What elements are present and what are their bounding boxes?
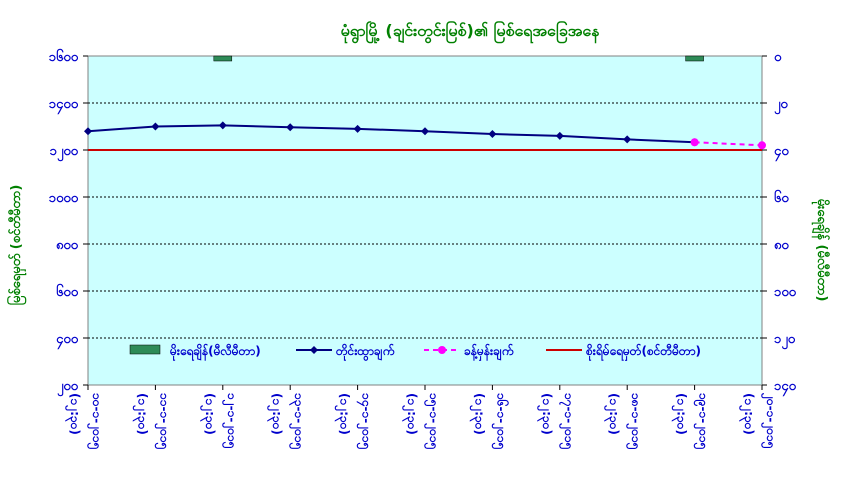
x-tick-label: ၁၃-၁-၂၀၁၅(၁၂:၃၀): [266, 393, 306, 450]
left-tick-label: ၆၀၀: [56, 283, 79, 300]
rain-bar: [213, 55, 233, 62]
right-tick-label: ၆၀: [774, 189, 789, 206]
legend-swatch-rain: [129, 344, 161, 355]
x-tick-label: ၁၇-၁-၂၀၁၅(၁၂:၃၀): [536, 393, 576, 450]
x-tick-label: ၁၂-၁-၂၀၁၅(၁၂:၃၀): [199, 393, 239, 449]
legend-label: မိုးရေချိန်(မီလီမီတာ): [169, 342, 261, 362]
measured-point: [84, 127, 92, 136]
right-tick-label: ၁၀၀: [774, 285, 797, 300]
right-tick-label: ၁၄၀: [774, 379, 797, 397]
measured-point: [286, 123, 295, 132]
right-tick-label: ၈၀: [774, 238, 789, 253]
series-layer: [84, 121, 766, 150]
x-tick-label: ၁၉-၁-၂၀၁၅(၁၂:၃၀): [671, 393, 711, 450]
right-tick-label: ၂၀: [774, 97, 788, 115]
measured-point: [218, 121, 227, 130]
right-tick-label: ၁၂၀: [774, 332, 796, 350]
measured-point: [151, 122, 160, 131]
left-tick-label: ၁၆၀၀: [49, 48, 79, 65]
left-tick-label: ၄၀၀: [56, 332, 79, 350]
plot-area: [87, 55, 763, 386]
forecast-line: [694, 141, 763, 147]
x-tick-label: ၂၀-၁-၂၀၁၅(၁၂:၃၀): [738, 392, 778, 449]
legend-marker: [438, 346, 446, 354]
right-tick-label: ၄၀: [774, 144, 789, 162]
measured-point: [555, 131, 564, 140]
legend-label: စိုးရိမ်ရေမှတ်(စင်တီမီတာ): [585, 342, 701, 362]
y-axis-label-right: မိုးရေချိန် (မီလီမီတာ): [811, 199, 831, 302]
x-tick-label: ၁၆-၁-၂၀၁၅(၁၂:၃၀): [468, 393, 510, 450]
rain-bar: [685, 55, 704, 62]
x-axis-ticks: ၁၀-၁-၂၀၁၅(၁၂:၃၀) ၁၁-၁-၂၀၁၅(၁၂:၃၀) ၁၂-၁-၂၀၁…: [64, 385, 778, 450]
x-tick-label: ၁၁-၁-၂၀၁၅(၁၂:၃၀): [131, 393, 171, 450]
left-tick-label: ၂၀၀: [57, 379, 79, 397]
x-tick-label: ၁၅-၁-၂၀၁၅(၁၂:၃၀): [401, 393, 441, 450]
left-tick-label: ၁၄၀၀: [49, 97, 79, 115]
legend-label: တိုင်းထွာချက်: [335, 342, 395, 362]
measured-point: [488, 130, 497, 139]
left-tick-label: ၁၂၀၀: [50, 144, 79, 162]
rain-bars: [213, 55, 704, 62]
measured-point: [623, 135, 632, 144]
forecast-point: [758, 141, 766, 150]
left-tick-label: ၈၀၀: [56, 238, 79, 253]
legend: မိုးရေချိန်(မီလီမီတာ) တိုင်းထွာချက် ခန့်မှ…: [129, 342, 701, 362]
measured-line: [87, 124, 695, 144]
right-tick-label: ၀: [774, 50, 782, 65]
measured-point: [353, 124, 362, 133]
left-tick-label: ၁၀၀၀: [49, 191, 79, 206]
legend-marker: [310, 346, 318, 354]
x-tick-label: ၁၄-၁-၂၀၁၅(၁၂:၃၀): [334, 393, 374, 450]
legend-label: ခန့်မှန်းချက်: [464, 342, 514, 362]
x-tick-label: ၁၀-၁-၂၀၁၅(၁၂:၃၀): [64, 393, 104, 450]
forecast-point: [690, 138, 699, 147]
y-axis-label-left: မြစ်ရေမှတ် (စင်တီမီတာ): [6, 185, 27, 306]
x-tick-label: ၁၈-၁-၂၀၁၅(၁၂:၃၀): [603, 393, 643, 450]
grid-lines: [88, 102, 762, 339]
measured-point: [421, 127, 429, 136]
